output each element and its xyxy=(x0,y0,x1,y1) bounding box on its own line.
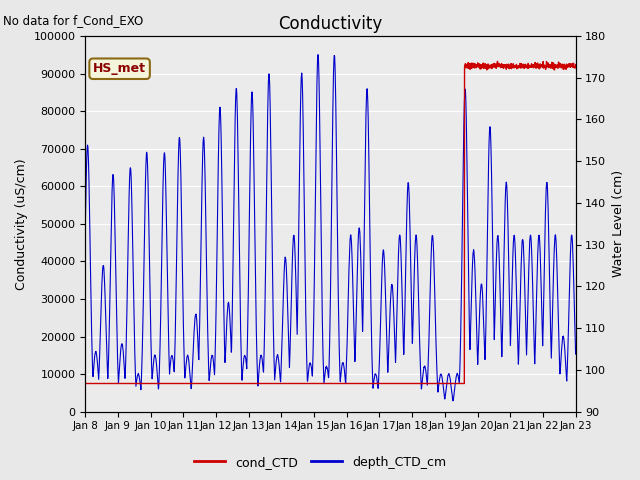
Text: No data for f_Cond_EXO: No data for f_Cond_EXO xyxy=(3,14,143,27)
Legend: cond_CTD, depth_CTD_cm: cond_CTD, depth_CTD_cm xyxy=(189,451,451,474)
Title: Conductivity: Conductivity xyxy=(278,15,383,33)
Text: HS_met: HS_met xyxy=(93,62,146,75)
Y-axis label: Water Level (cm): Water Level (cm) xyxy=(612,170,625,277)
Y-axis label: Conductivity (uS/cm): Conductivity (uS/cm) xyxy=(15,158,28,289)
